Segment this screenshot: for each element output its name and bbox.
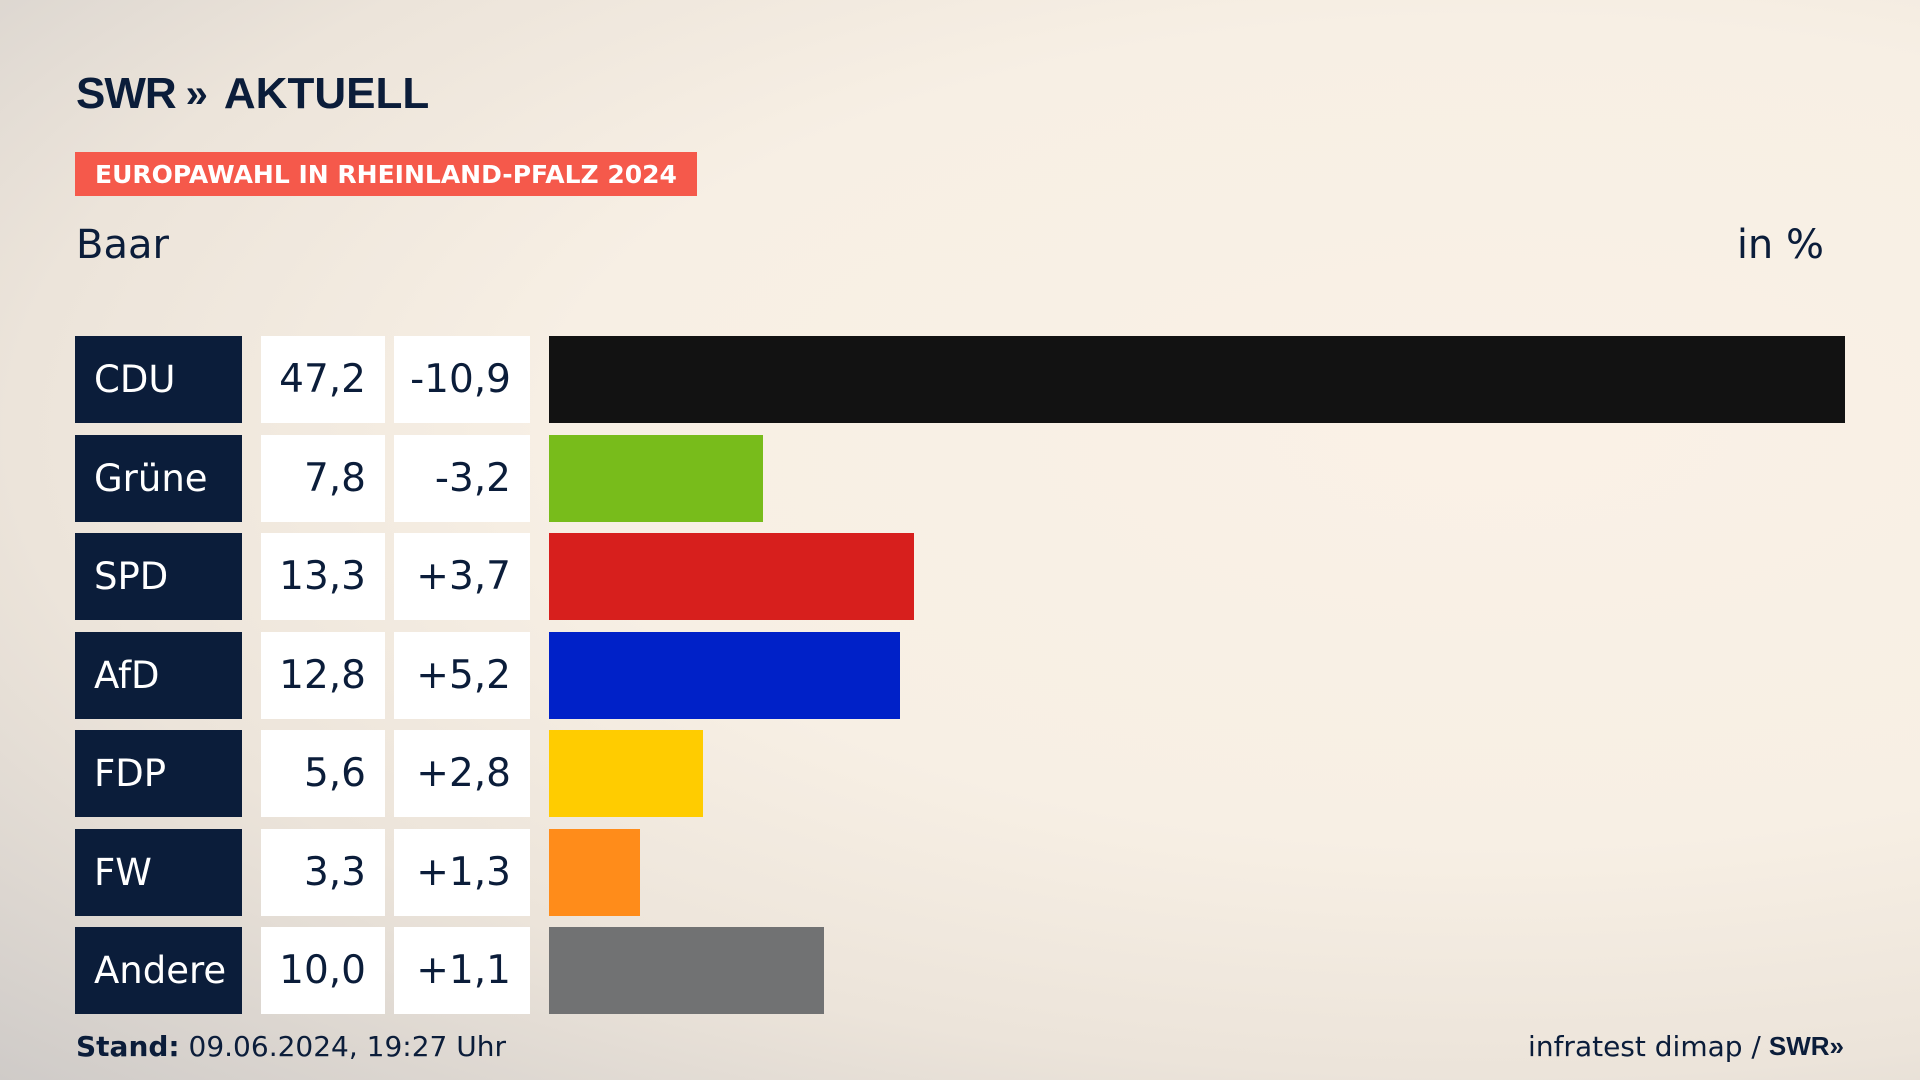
party-label: Andere (75, 927, 242, 1014)
bar-fdp (549, 730, 703, 817)
party-label: CDU (75, 336, 242, 423)
result-row: AfD 12,8 +5,2 (75, 632, 1845, 719)
vote-share-label: 7,8 (261, 435, 385, 522)
change-label: +1,1 (394, 927, 530, 1014)
party-label: Grüne (75, 435, 242, 522)
stand-label: Stand: (76, 1030, 180, 1063)
vote-share-label: 12,8 (261, 632, 385, 719)
change-label: -10,9 (394, 336, 530, 423)
bar-cdu (549, 336, 1845, 423)
source-credit: infratest dimap / SWR» (1528, 1030, 1844, 1063)
vote-share-label: 47,2 (261, 336, 385, 423)
party-label: AfD (75, 632, 242, 719)
vote-share-label: 13,3 (261, 533, 385, 620)
bar-grüne (549, 435, 763, 522)
bar-spd (549, 533, 914, 620)
vote-share-label: 10,0 (261, 927, 385, 1014)
change-label: +3,7 (394, 533, 530, 620)
change-label: +5,2 (394, 632, 530, 719)
source-text: infratest dimap / (1528, 1030, 1761, 1063)
result-row: CDU 47,2 -10,9 (75, 336, 1845, 423)
party-label: SPD (75, 533, 242, 620)
logo-chevrons-icon: » (185, 71, 208, 116)
logo-aktuell-text: AKTUELL (223, 69, 430, 118)
change-label: -3,2 (394, 435, 530, 522)
vote-share-label: 5,6 (261, 730, 385, 817)
result-row: Grüne 7,8 -3,2 (75, 435, 1845, 522)
result-row: FDP 5,6 +2,8 (75, 730, 1845, 817)
result-row: Andere 10,0 +1,1 (75, 927, 1845, 1014)
result-row: FW 3,3 +1,3 (75, 829, 1845, 916)
party-label: FDP (75, 730, 242, 817)
bar-fw (549, 829, 640, 916)
vote-share-label: 3,3 (261, 829, 385, 916)
election-tag: EUROPAWAHL IN RHEINLAND-PFALZ 2024 (75, 152, 697, 196)
result-row: SPD 13,3 +3,7 (75, 533, 1845, 620)
party-label: FW (75, 829, 242, 916)
stand-value: 09.06.2024, 19:27 Uhr (188, 1030, 506, 1063)
change-label: +1,3 (394, 829, 530, 916)
logo-swr-text: SWR (76, 69, 177, 118)
timestamp: Stand: 09.06.2024, 19:27 Uhr (76, 1030, 506, 1063)
unit-label: in % (1736, 222, 1824, 268)
swr-aktuell-logo: SWR » AKTUELL (76, 66, 429, 122)
bar-afd (549, 632, 900, 719)
change-label: +2,8 (394, 730, 530, 817)
swr-mini-logo: SWR» (1768, 1031, 1844, 1061)
bar-andere (549, 927, 824, 1014)
location-title: Baar (76, 222, 169, 268)
